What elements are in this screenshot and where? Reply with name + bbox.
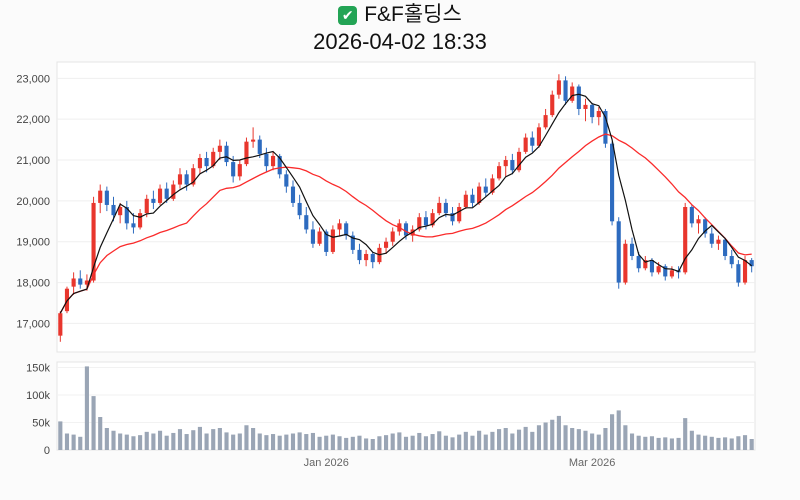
- svg-text:150k: 150k: [26, 363, 50, 375]
- svg-text:23,000: 23,000: [16, 73, 50, 85]
- svg-text:21,000: 21,000: [16, 155, 50, 167]
- stock-title: F&F홀딩스: [364, 3, 462, 26]
- svg-text:18,000: 18,000: [16, 278, 50, 290]
- svg-text:0: 0: [44, 445, 50, 457]
- svg-text:20,000: 20,000: [16, 196, 50, 208]
- svg-text:19,000: 19,000: [16, 237, 50, 249]
- svg-text:Mar 2026: Mar 2026: [569, 457, 615, 469]
- chart-timestamp: 2026-04-02 18:33: [313, 29, 487, 54]
- svg-text:22,000: 22,000: [16, 114, 50, 126]
- svg-text:Jan 2026: Jan 2026: [304, 457, 349, 469]
- svg-text:50k: 50k: [32, 418, 50, 430]
- svg-text:17,000: 17,000: [16, 318, 50, 330]
- chart-header: ✔ F&F홀딩스 2026-04-02 18:33: [0, 2, 800, 56]
- svg-text:100k: 100k: [26, 390, 50, 402]
- title-line: ✔ F&F홀딩스: [0, 2, 800, 28]
- green-check-icon: ✔: [338, 5, 358, 25]
